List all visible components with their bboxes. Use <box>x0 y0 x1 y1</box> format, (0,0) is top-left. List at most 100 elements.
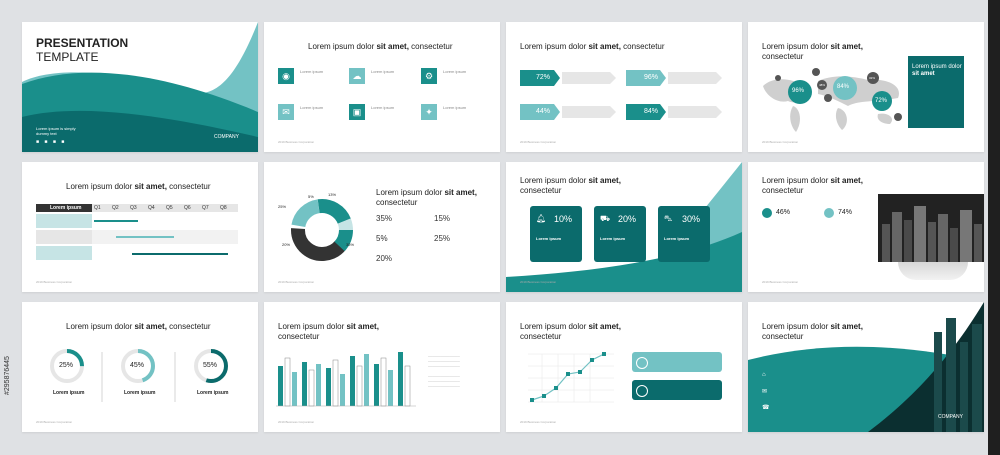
donut-label: 25% <box>278 204 287 209</box>
card-title: Lorem ipsum <box>664 236 690 241</box>
ring-label: Lorem ipsum <box>197 390 229 396</box>
donut-stat: 35% <box>376 214 393 223</box>
donut-chart <box>291 199 353 261</box>
mail-icon: ✉ <box>762 389 768 395</box>
slide-footer: 2019 Business Corporation <box>520 280 557 284</box>
quarter-label: Q3 <box>130 205 137 211</box>
ring-value: 25% <box>59 362 74 369</box>
number-badge-icon <box>636 385 648 397</box>
slide-donut[interactable]: 5% 13% 25% 20% 35% Lorem ipsum dolor sit… <box>264 162 500 292</box>
progress-rings <box>50 349 228 402</box>
slide6-title: Lorem ipsum dolor sit amet, consectetur <box>376 188 477 207</box>
icon-caption: Lorem ipsum <box>443 69 467 74</box>
stock-sidebar <box>988 0 1000 455</box>
slide7-title: Lorem ipsum dolor sit amet, consectetur <box>520 176 621 195</box>
donut-stat: 20% <box>376 254 393 263</box>
gantt-row-label <box>36 230 92 244</box>
slide-cover[interactable]: PRESENTATION TEMPLATE Lorem ipsum is sim… <box>22 22 258 152</box>
slide5-title: Lorem ipsum dolor sit amet, consectetur <box>66 182 211 191</box>
bulb-icon: ✦ <box>421 104 437 120</box>
stat-icon <box>762 208 772 218</box>
cover-company: COMPANY <box>214 134 239 140</box>
slide9-title: Lorem ipsum dolor sit amet, consectetur <box>66 322 211 331</box>
icon-caption: Lorem ipsum <box>300 69 324 74</box>
slide-footer: 2019 Business Corporation <box>36 420 73 424</box>
slide8-title: Lorem ipsum dolor sit amet, consectetur <box>762 176 863 195</box>
donut-label: 20% <box>282 242 291 247</box>
slide-bar-chart[interactable]: Lorem ipsum dolor sit amet, consectetur ─… <box>264 302 500 432</box>
ring-label: Lorem ipsum <box>124 390 156 396</box>
monitor-stand <box>898 262 968 280</box>
ring-value: 55% <box>203 362 218 369</box>
cover-subtitle: TEMPLATE <box>36 50 99 64</box>
info-panel: Lorem ipsum dolor sit amet <box>908 56 964 128</box>
closing-wave-graphic <box>748 302 984 432</box>
chat-icon: ✉ <box>278 104 294 120</box>
slide-world-map[interactable]: Lorem ipsum dolor sit amet, consectetur … <box>748 22 984 152</box>
card-title: Lorem ipsum <box>536 236 562 241</box>
ring-label: Lorem ipsum <box>53 390 85 396</box>
stock-id: #295876445 <box>4 356 11 395</box>
cover-wave-graphic <box>22 22 258 152</box>
arrow-value: 84% <box>644 108 659 115</box>
slide12-title: Lorem ipsum dolor sit amet, consectetur <box>762 322 863 341</box>
bubble-value: 84% <box>837 84 850 90</box>
monitor-screen <box>878 194 984 262</box>
gantt-bar <box>94 220 138 222</box>
card-value: 10% <box>554 214 573 224</box>
slide-monitor[interactable]: Lorem ipsum dolor sit amet, consectetur 4… <box>748 162 984 292</box>
slide-footer: 2019 Business Corporation <box>278 280 315 284</box>
stat-card[interactable]: ⛟ 20% Lorem ipsum <box>594 206 646 262</box>
quarter-label: Q7 <box>202 205 209 211</box>
info-panel-title: Lorem ipsum dolor sit amet <box>912 64 962 77</box>
donut-stat: 25% <box>434 234 451 243</box>
ring-value: 45% <box>130 362 145 369</box>
arrow-rows <box>520 70 722 120</box>
donut-label: 13% <box>328 192 337 197</box>
cart-icon: ⛍ <box>664 214 673 223</box>
donut-label: 35% <box>346 242 355 247</box>
legend-card <box>632 380 722 400</box>
bar-chart <box>276 352 416 407</box>
stat-card[interactable]: 🔔︎ 10% Lorem ipsum <box>530 206 582 262</box>
arrow-value: 96% <box>644 74 659 81</box>
quarter-label: Q4 <box>148 205 155 211</box>
card-title: Lorem ipsum <box>600 236 626 241</box>
slide-footer: 2019 Business Corporation <box>278 140 315 144</box>
icon-caption: Lorem ipsum <box>371 69 395 74</box>
cloud-icon: ☁ <box>349 68 365 84</box>
card-value: 20% <box>618 214 637 224</box>
phone-icon: ☎ <box>762 405 770 411</box>
bubble-chart <box>775 68 902 121</box>
slide3-title: Lorem ipsum dolor sit amet, consectetur <box>520 42 665 51</box>
quarter-label: Q5 <box>166 205 173 211</box>
slide-footer: 2019 Business Corporation <box>278 420 315 424</box>
slide11-title: Lorem ipsum dolor sit amet, consectetur <box>520 322 621 341</box>
slide-footer: 2019 Business Corporation <box>520 420 557 424</box>
closing-company: COMPANY <box>938 414 963 420</box>
slide-cards[interactable]: Lorem ipsum dolor sit amet, consectetur 🔔… <box>506 162 742 292</box>
bubble-value: 32% <box>869 76 876 80</box>
gantt-row-label <box>36 246 92 260</box>
slide-rings[interactable]: Lorem ipsum dolor sit amet, consectetur … <box>22 302 258 432</box>
bell-icon: 🔔︎ <box>536 214 547 223</box>
slide-gantt[interactable]: Lorem ipsum dolor sit amet, consectetur … <box>22 162 258 292</box>
slide-closing[interactable]: Lorem ipsum dolor sit amet, consectetur ⌂… <box>748 302 984 432</box>
bubble-value: 48% <box>819 83 826 87</box>
slide-arrows[interactable]: Lorem ipsum dolor sit amet, consectetur … <box>506 22 742 152</box>
stat-card[interactable]: ⛍ 30% Lorem ipsum <box>658 206 710 262</box>
truck-icon: ⛟ <box>600 214 611 223</box>
gear-icon: ⚙ <box>421 68 437 84</box>
gantt-header-label: Lorem ipsum <box>50 205 82 211</box>
slide-icons-grid[interactable]: Lorem ipsum dolor sit amet, consectetur … <box>264 22 500 152</box>
slide-line-chart[interactable]: Lorem ipsum dolor sit amet, consectetur 2… <box>506 302 742 432</box>
donut-stat: 5% <box>376 234 388 243</box>
arrow-value: 72% <box>536 74 551 81</box>
number-badge-icon <box>636 357 648 369</box>
bar-chart-notes: ─────────────── ─────────────── ──────────… <box>428 354 460 388</box>
donut-stat: 15% <box>434 214 451 223</box>
legend-card <box>632 352 722 372</box>
cover-tagline: Lorem ipsum is simply dummy text <box>36 126 76 136</box>
city-skyline-graphic <box>882 206 982 262</box>
bubble-value: 96% <box>792 88 805 94</box>
